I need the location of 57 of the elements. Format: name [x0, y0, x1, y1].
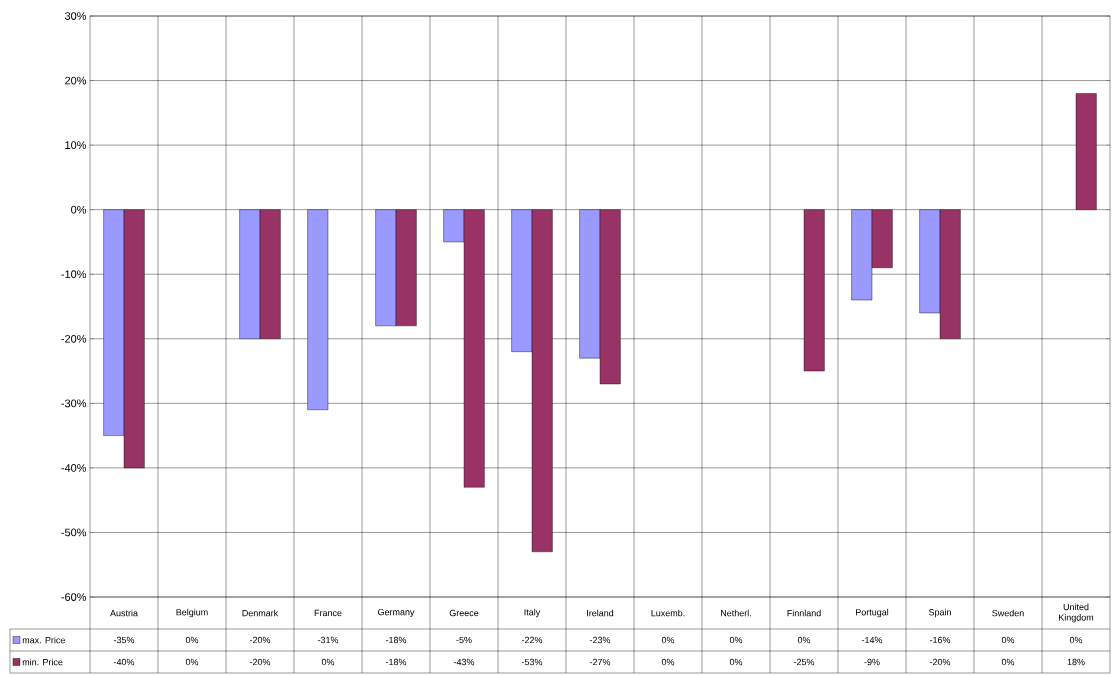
x-tick-label: Germany [378, 608, 415, 618]
x-tick-label: Sweden [992, 609, 1024, 617]
y-tick-label: 30% [64, 12, 87, 20]
x-tick-label: Luxemb. [651, 609, 685, 617]
y-tick-label: 10% [65, 141, 87, 149]
data-label: -23% [589, 636, 611, 644]
data-label: 0% [797, 636, 811, 644]
data-label: 18% [1067, 658, 1085, 666]
x-tick-label: Spain [928, 608, 951, 618]
data-label: -20% [249, 658, 271, 666]
x-tick-label: Denmark [242, 609, 279, 617]
data-label: -22% [521, 636, 543, 644]
data-label: -14% [861, 636, 883, 644]
x-tick-label: Belgium [176, 608, 208, 618]
y-tick-label: -40% [61, 464, 87, 472]
y-tick-label: 0% [71, 205, 87, 214]
data-label: 0% [185, 636, 199, 644]
data-label: 0% [1069, 636, 1083, 644]
x-tick-label: Netherl. [721, 609, 751, 617]
data-label: 0% [1001, 658, 1015, 666]
data-label: -9% [864, 658, 880, 666]
data-label: -18% [385, 658, 407, 666]
y-tick-label: -10% [61, 270, 87, 279]
data-label: 0% [729, 658, 743, 666]
y-tick-label: -60% [61, 593, 87, 601]
legend-label: max. Price [22, 636, 65, 644]
x-tick-label: France [314, 609, 342, 617]
data-label: -5% [456, 636, 472, 644]
data-label: -35% [113, 636, 135, 644]
data-label: -43% [453, 658, 475, 666]
data-label: 0% [661, 658, 675, 666]
data-label: -16% [929, 636, 951, 644]
x-tick-label: Austria [110, 609, 138, 617]
data-label: -20% [929, 658, 951, 666]
data-label: 0% [729, 636, 743, 644]
data-label: 0% [1001, 636, 1015, 644]
y-tick-label: -30% [61, 399, 87, 408]
x-tick-label: Portugal [856, 608, 889, 618]
data-label: -31% [317, 636, 339, 644]
data-label: 0% [661, 636, 675, 644]
legend-label: min. Price [22, 658, 63, 666]
data-label: -53% [521, 658, 543, 666]
data-label: -40% [113, 658, 135, 666]
y-tick-label: -50% [61, 528, 87, 537]
y-tick-label: 20% [65, 76, 87, 85]
y-tick-label: -20% [61, 334, 87, 343]
x-tick-label: United Kingdom [1059, 603, 1094, 623]
x-tick-label: Greece [449, 609, 479, 617]
x-tick-label: Ireland [587, 609, 614, 617]
data-label: 0% [185, 658, 199, 666]
data-label: -20% [249, 636, 271, 644]
data-label: -27% [589, 658, 611, 666]
data-label: 0% [321, 658, 335, 666]
data-label: -25% [793, 658, 815, 666]
x-tick-label: Italy [524, 608, 541, 618]
x-tick-label: Finnland [787, 609, 821, 617]
data-label: -18% [385, 636, 407, 644]
